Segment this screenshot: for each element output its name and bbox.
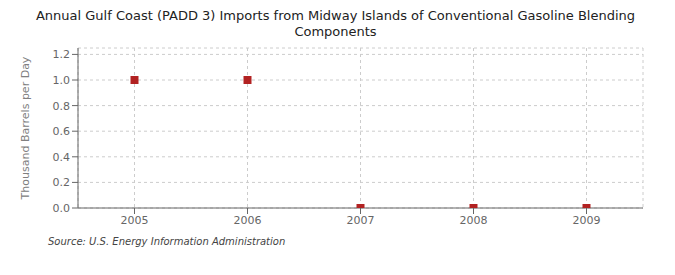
- svg-text:2009: 2009: [573, 214, 601, 227]
- html-text:Annual Gulf Coast (PADD 3) Imp: Annual Gulf Coast (PADD 3) Imports from …: [36, 8, 635, 23]
- svg-text:1.2: 1.2: [53, 48, 71, 61]
- svg-text:0.0: 0.0: [53, 202, 71, 215]
- svg-text:2007: 2007: [347, 214, 375, 227]
- svg-text:0.4: 0.4: [53, 151, 71, 164]
- svg-text:2008: 2008: [460, 214, 488, 227]
- html-text:Components: Components: [294, 24, 377, 39]
- svg-text:0.6: 0.6: [53, 125, 71, 138]
- svg-text:Thousand Barrels per Day: Thousand Barrels per Day: [19, 56, 32, 200]
- svg-text:0.2: 0.2: [53, 176, 71, 189]
- svg-text:2006: 2006: [234, 214, 262, 227]
- svg-text:0.8: 0.8: [53, 100, 71, 113]
- svg-text:1.0: 1.0: [53, 74, 71, 87]
- html-text:Source: U.S. Energy Informatio: Source: U.S. Energy Information Administ…: [48, 236, 286, 247]
- svg-text:2005: 2005: [121, 214, 149, 227]
